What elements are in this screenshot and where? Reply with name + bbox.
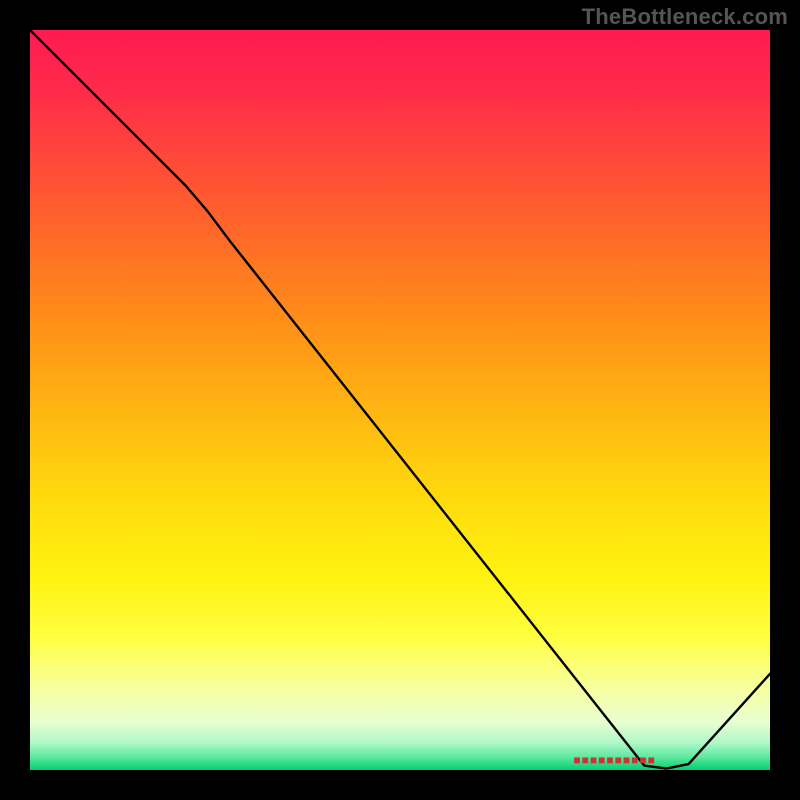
chart-svg xyxy=(30,30,770,770)
x-axis-marker-label: ■■■■■■■■■■ xyxy=(573,753,655,767)
plot-area: ■■■■■■■■■■ xyxy=(30,30,770,770)
attribution-text: TheBottleneck.com xyxy=(582,4,788,30)
chart-stage: TheBottleneck.com ■■■■■■■■■■ xyxy=(0,0,800,800)
